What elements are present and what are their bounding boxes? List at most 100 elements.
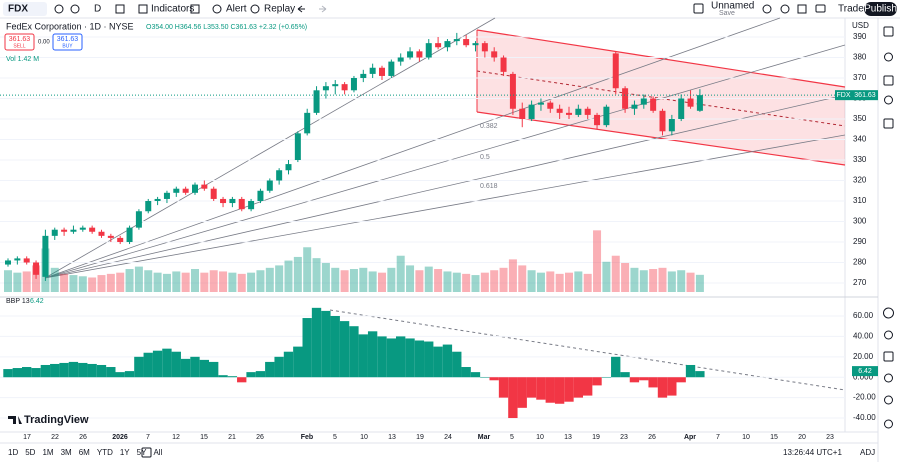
alert-icon[interactable] [212, 4, 222, 14]
indicators-button[interactable]: Indicators [151, 4, 194, 15]
candle-body [453, 39, 460, 42]
calendar-icon[interactable] [884, 95, 893, 105]
snapshot-icon[interactable] [815, 4, 826, 13]
bbp-bar [367, 331, 378, 378]
bbp-bar [358, 334, 368, 378]
date-range-icon[interactable] [141, 447, 152, 458]
volume-bar [125, 269, 134, 292]
candle-body [407, 51, 414, 58]
bbp-bar [414, 340, 425, 378]
replay-button[interactable]: Replay [264, 4, 295, 15]
bbp-bar [601, 377, 612, 378]
alerts-icon[interactable] [884, 52, 893, 62]
x-tick-label: 7 [716, 434, 720, 441]
volume-bar [162, 273, 171, 292]
fan-line [44, 94, 846, 279]
publish-button[interactable] [864, 2, 897, 16]
candle-body [332, 84, 339, 87]
buy-button[interactable] [52, 33, 83, 51]
candle-body [528, 104, 535, 119]
x-tick-label: Mar [478, 434, 491, 441]
y-tick-label: 20.00 [853, 352, 874, 361]
bbp-bar [78, 362, 88, 378]
news-icon[interactable] [883, 75, 894, 86]
x-tick-label: 10 [536, 434, 544, 441]
range-button[interactable]: 1M [42, 448, 53, 457]
adj-toggle[interactable]: ADJ [860, 448, 875, 457]
candle-body [379, 67, 385, 76]
notifications-icon[interactable] [884, 395, 893, 405]
watchlist-icon[interactable] [883, 26, 894, 37]
sell-button[interactable] [4, 33, 35, 51]
volume-bar [555, 273, 564, 292]
bbp-bar [498, 377, 509, 398]
symbol-tag [835, 90, 852, 101]
y-tick-label: 310 [853, 196, 867, 205]
candle-body [33, 262, 40, 275]
publish-label[interactable]: Publish [864, 4, 897, 15]
bbp-value-label: 6.42 [858, 368, 872, 375]
buy-price[interactable]: 361.63 [57, 36, 79, 43]
chart-type-icon[interactable] [115, 4, 125, 14]
layout-checkbox[interactable] [693, 3, 704, 14]
ideas-icon[interactable] [883, 351, 894, 362]
volume-bar [191, 269, 199, 292]
range-button[interactable]: YTD [97, 448, 113, 457]
bbp-bar [424, 341, 434, 378]
candle-body [285, 164, 292, 171]
candle-body [182, 188, 189, 193]
range-button[interactable]: 5D [25, 448, 35, 457]
range-button[interactable]: 5Y [137, 448, 147, 457]
candle-body [472, 43, 479, 46]
candle-body [5, 260, 11, 265]
layout-name[interactable]: Unnamed [711, 1, 754, 12]
volume-bar [181, 272, 190, 292]
settings-icon[interactable] [780, 4, 790, 14]
search-icon[interactable] [762, 4, 772, 14]
range-button[interactable]: 6M [79, 448, 90, 457]
sell-label[interactable]: SELL [13, 43, 25, 49]
trade-button[interactable]: Trade [838, 4, 864, 15]
templates-icon[interactable] [190, 4, 200, 14]
bbp-bar [227, 376, 238, 378]
indicators-icon[interactable] [138, 4, 148, 14]
range-button[interactable]: 1D [8, 448, 18, 457]
range-button[interactable]: All [153, 448, 162, 457]
help-icon[interactable] [884, 419, 893, 429]
candle-body [238, 198, 245, 210]
replay-icon[interactable] [250, 4, 260, 14]
fullscreen-icon[interactable] [797, 4, 807, 14]
volume-bar [134, 266, 143, 292]
volume-bar [60, 273, 69, 292]
candle-body [257, 190, 264, 201]
notes-icon[interactable] [883, 118, 894, 129]
target-icon[interactable] [883, 307, 894, 319]
chat-icon[interactable] [884, 330, 893, 340]
interval[interactable]: D [94, 4, 101, 15]
range-button[interactable]: 3M [61, 448, 72, 457]
candle-body [276, 170, 283, 181]
candle-body [42, 235, 49, 277]
symbol[interactable]: FDX [8, 4, 28, 15]
volume-bar [602, 261, 611, 292]
range-button[interactable]: 1Y [120, 448, 130, 457]
candle-body [294, 133, 301, 160]
buy-label[interactable]: BUY [62, 43, 73, 49]
candle-body [70, 229, 77, 232]
alert-button[interactable]: Alert [226, 4, 247, 15]
x-tick-label: 26 [256, 434, 264, 441]
volume-bar [424, 266, 433, 292]
x-tick-label: 24 [444, 434, 452, 441]
symbol-search[interactable] [3, 2, 47, 16]
compare-icon[interactable] [54, 4, 64, 14]
redo-icon[interactable] [319, 5, 327, 13]
stream-icon[interactable] [884, 373, 893, 383]
save-label[interactable]: Save [719, 10, 735, 17]
pitchfork-channel [477, 30, 845, 165]
add-icon[interactable] [70, 4, 80, 14]
candle-body [519, 108, 526, 119]
volume-bar [593, 230, 602, 292]
sell-price[interactable]: 361.63 [9, 36, 31, 43]
undo-icon[interactable] [297, 5, 305, 13]
x-tick-label: 22 [51, 434, 59, 441]
